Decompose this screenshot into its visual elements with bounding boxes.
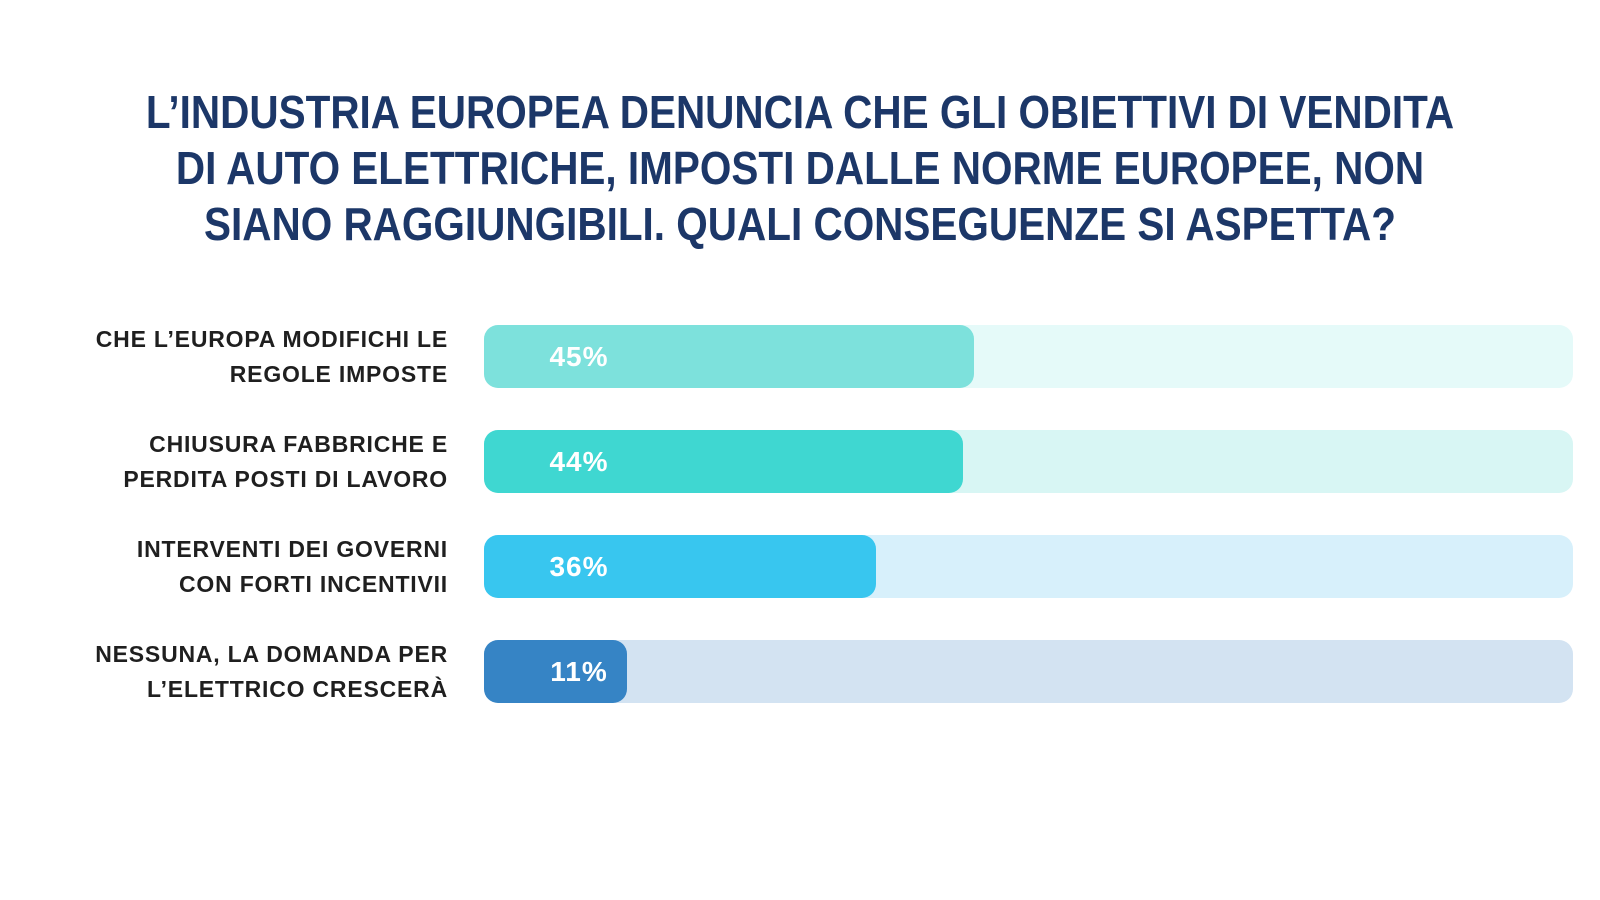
bar-track: 44% (484, 430, 1573, 493)
category-label-line-2: REGOLE IMPOSTE (229, 360, 448, 387)
bar-value-label: 36% (549, 550, 609, 582)
bar-track: 11% (484, 640, 1573, 703)
bar: 44% (484, 430, 964, 493)
bar-value-label: 45% (549, 340, 609, 372)
category-label-line-1: CHE L’EUROPA MODIFICHI LE (95, 325, 448, 352)
category-label-line-1: NESSUNA, LA DOMANDA PER (95, 640, 448, 667)
category-label: CHIUSURA FABBRICHE E PERDITA POSTI DI LA… (0, 427, 448, 497)
bar: 45% (484, 325, 975, 388)
category-label-line-2: CON FORTI INCENTIVII (179, 570, 448, 597)
category-label-line-2: PERDITA POSTI DI LAVORO (123, 465, 448, 492)
chart-title: L’INDUSTRIA EUROPEA DENUNCIA CHE GLI OBI… (96, 84, 1504, 252)
category-label-line-1: CHIUSURA FABBRICHE E (149, 430, 448, 457)
category-label: NESSUNA, LA DOMANDA PER L’ELETTRICO CRES… (0, 637, 448, 707)
title-line-1: L’INDUSTRIA EUROPEA DENUNCIA CHE GLI OBI… (145, 86, 1455, 138)
bar-row: CHE L’EUROPA MODIFICHI LE REGOLE IMPOSTE… (0, 325, 1600, 388)
bar-value-label: 44% (549, 445, 609, 477)
bar-row: NESSUNA, LA DOMANDA PER L’ELETTRICO CRES… (0, 640, 1600, 703)
bar-chart: CHE L’EUROPA MODIFICHI LE REGOLE IMPOSTE… (0, 325, 1600, 745)
bar-track: 36% (484, 535, 1573, 598)
bar-row: INTERVENTI DEI GOVERNI CON FORTI INCENTI… (0, 535, 1600, 598)
category-label-line-1: INTERVENTI DEI GOVERNI (136, 535, 448, 562)
category-label: INTERVENTI DEI GOVERNI CON FORTI INCENTI… (0, 532, 448, 602)
bar-row: CHIUSURA FABBRICHE E PERDITA POSTI DI LA… (0, 430, 1600, 493)
bar-value-label: 11% (550, 655, 608, 687)
title-line-2: DI AUTO ELETTRICHE, IMPOSTI DALLE NORME … (175, 142, 1425, 194)
bar: 36% (484, 535, 877, 598)
title-line-3: SIANO RAGGIUNGIBILI. QUALI CONSEGUENZE S… (204, 198, 1396, 250)
bar-track: 45% (484, 325, 1573, 388)
bar: 11% (484, 640, 627, 703)
category-label-line-2: L’ELETTRICO CRESCERÀ (147, 675, 448, 702)
category-label: CHE L’EUROPA MODIFICHI LE REGOLE IMPOSTE (0, 322, 448, 392)
